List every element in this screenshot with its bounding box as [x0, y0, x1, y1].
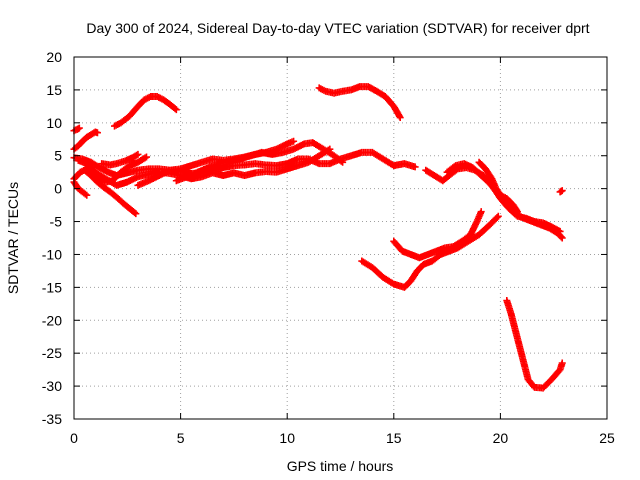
- series-arc-12: [315, 83, 404, 122]
- y-tick-label: 0: [54, 181, 62, 197]
- series-arc-19: [556, 187, 566, 196]
- data-point: [513, 208, 521, 216]
- y-tick-label: -15: [42, 279, 62, 295]
- data-point: [558, 359, 566, 367]
- data-point: [494, 212, 502, 220]
- data-point: [396, 114, 404, 122]
- x-tick-label: 0: [70, 430, 78, 446]
- y-tick-label: -35: [42, 411, 62, 427]
- data-point: [558, 187, 566, 195]
- y-tick-label: -10: [42, 246, 62, 262]
- series-arc-15: [475, 158, 521, 216]
- data-point: [557, 233, 565, 241]
- y-axis-ticks: 20 15 10 5 0 -5 -10 -15 -20 -25 -30 -35: [42, 49, 607, 427]
- plot-border: [73, 56, 608, 420]
- data-point: [75, 124, 83, 132]
- y-axis-label: SDTVAR / TECUs: [5, 182, 21, 294]
- series-arc-1: [70, 124, 83, 135]
- data-marks: [70, 83, 566, 392]
- series-arc-9: [172, 139, 347, 185]
- x-axis-ticks: 0 5 10 15 20 25: [70, 57, 615, 446]
- x-tick-label: 5: [177, 430, 185, 446]
- y-tick-label: -25: [42, 345, 62, 361]
- y-tick-label: 5: [54, 148, 62, 164]
- y-tick-label: 20: [46, 49, 62, 65]
- data-point: [290, 137, 298, 145]
- data-point: [171, 105, 179, 113]
- data-point: [493, 214, 501, 222]
- y-tick-label: 15: [46, 82, 62, 98]
- series-arc-2: [70, 128, 101, 153]
- y-tick-label: 10: [46, 115, 62, 131]
- data-point: [339, 158, 347, 166]
- y-tick-label: -20: [42, 312, 62, 328]
- data-point: [558, 234, 566, 242]
- data-point: [131, 209, 139, 217]
- chart-title: Day 300 of 2024, Sidereal Day-to-day VTE…: [86, 20, 589, 36]
- data-point: [142, 153, 150, 161]
- x-tick-label: 10: [279, 430, 295, 446]
- x-tick-label: 15: [386, 430, 402, 446]
- data-point: [93, 129, 101, 137]
- data-point: [141, 154, 149, 162]
- data-point: [477, 208, 485, 216]
- data-point: [83, 191, 91, 199]
- y-tick-label: -30: [42, 378, 62, 394]
- series-arc-17: [358, 212, 502, 291]
- data-point: [132, 210, 140, 218]
- series-arc-18: [503, 297, 566, 392]
- series-arc-3: [111, 92, 180, 130]
- y-tick-label: -5: [50, 214, 63, 230]
- data-point: [81, 190, 89, 198]
- series-arc-11: [81, 166, 140, 218]
- data-point: [513, 206, 521, 214]
- data-point: [134, 150, 142, 158]
- data-point: [411, 163, 419, 171]
- x-axis-label: GPS time / hours: [287, 458, 394, 474]
- series-arc-10: [70, 178, 91, 199]
- data-point: [337, 157, 345, 165]
- data-point: [133, 151, 141, 159]
- x-tick-label: 25: [599, 430, 615, 446]
- x-tick-label: 20: [493, 430, 509, 446]
- series-arc-7: [98, 150, 142, 169]
- data-point: [172, 106, 180, 114]
